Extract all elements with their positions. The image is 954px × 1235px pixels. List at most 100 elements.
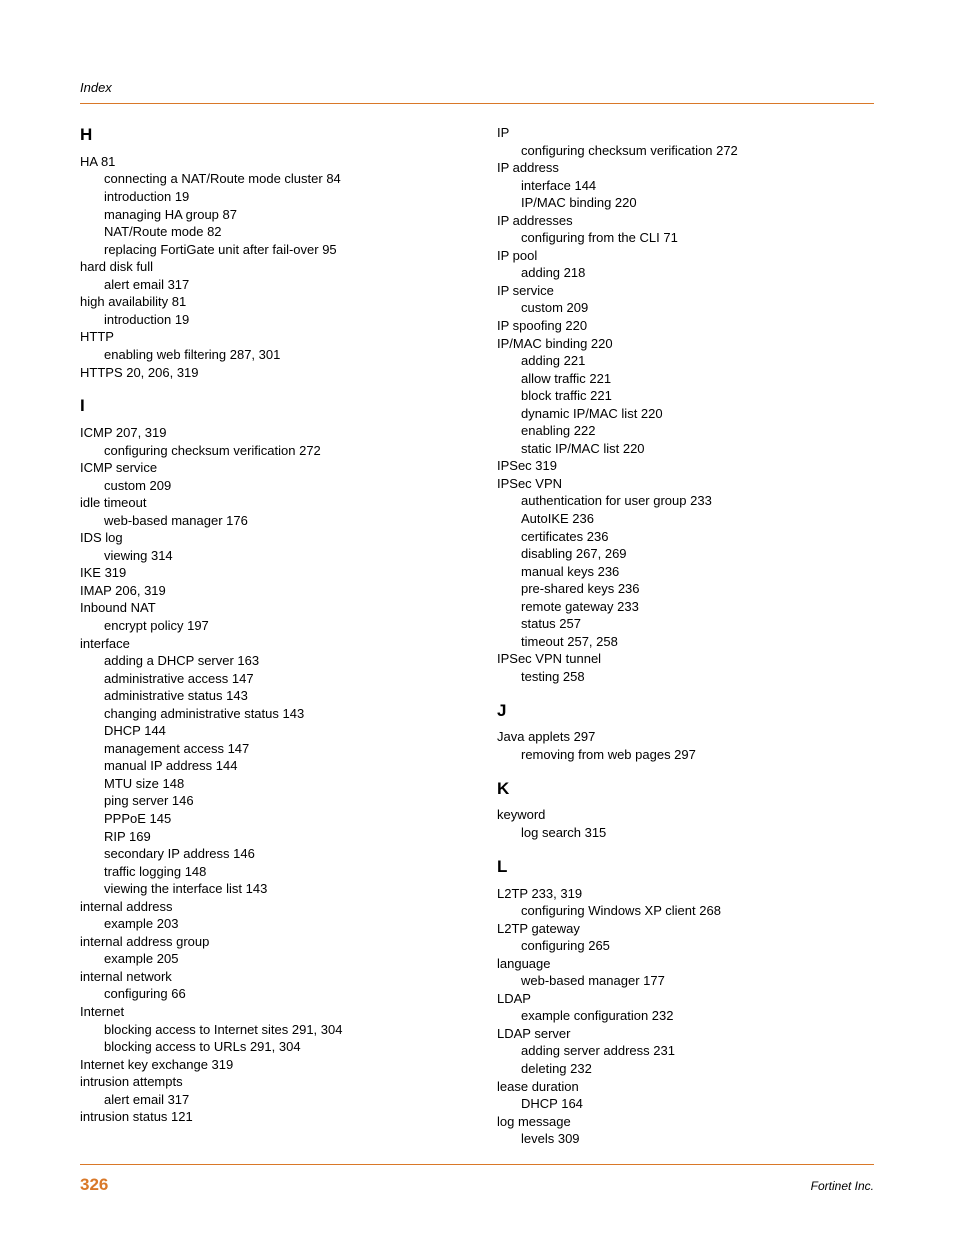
index-entry: HTTP [80,328,457,346]
section-letter-k: K [497,778,874,801]
index-sub: secondary IP address 146 [80,845,457,863]
page-footer: 326 Fortinet Inc. [80,1164,874,1195]
index-sub: configuring from the CLI 71 [497,229,874,247]
index-entry: keyword [497,806,874,824]
section-letter-l: L [497,856,874,879]
index-entry: ICMP 207, 319 [80,424,457,442]
index-sub: administrative access 147 [80,670,457,688]
index-sub: IP/MAC binding 220 [497,194,874,212]
index-sub: authentication for user group 233 [497,492,874,510]
index-sub: management access 147 [80,740,457,758]
index-entry: idle timeout [80,494,457,512]
index-sub: connecting a NAT/Route mode cluster 84 [80,170,457,188]
index-sub: deleting 232 [497,1060,874,1078]
index-entry: IKE 319 [80,564,457,582]
index-sub: example configuration 232 [497,1007,874,1025]
index-sub: introduction 19 [80,311,457,329]
index-entry: IP spoofing 220 [497,317,874,335]
index-sub: certificates 236 [497,528,874,546]
index-sub: configuring 66 [80,985,457,1003]
index-entry: internal address [80,898,457,916]
index-sub: DHCP 164 [497,1095,874,1113]
header-label: Index [80,80,874,95]
index-entry: IMAP 206, 319 [80,582,457,600]
index-sub: viewing 314 [80,547,457,565]
index-entry: Internet key exchange 319 [80,1056,457,1074]
index-columns: H HA 81 connecting a NAT/Route mode clus… [80,124,874,1148]
index-entry: IP addresses [497,212,874,230]
index-sub: ping server 146 [80,792,457,810]
index-sub: viewing the interface list 143 [80,880,457,898]
index-sub: testing 258 [497,668,874,686]
index-entry: intrusion status 121 [80,1108,457,1126]
index-sub: configuring checksum verification 272 [497,142,874,160]
index-sub: introduction 19 [80,188,457,206]
company-name: Fortinet Inc. [811,1179,874,1193]
index-sub: administrative status 143 [80,687,457,705]
footer-rule [80,1164,874,1165]
index-entry: IPSec 319 [497,457,874,475]
index-sub: NAT/Route mode 82 [80,223,457,241]
index-sub: web-based manager 176 [80,512,457,530]
index-entry: IP [497,124,874,142]
index-sub: RIP 169 [80,828,457,846]
index-sub: adding a DHCP server 163 [80,652,457,670]
index-entry: HA 81 [80,153,457,171]
index-sub: custom 209 [80,477,457,495]
index-entry: high availability 81 [80,293,457,311]
index-entry: IDS log [80,529,457,547]
index-entry: lease duration [497,1078,874,1096]
index-sub: allow traffic 221 [497,370,874,388]
index-sub: levels 309 [497,1130,874,1148]
index-entry: intrusion attempts [80,1073,457,1091]
index-sub: manual keys 236 [497,563,874,581]
index-entry: IPSec VPN [497,475,874,493]
footer-row: 326 Fortinet Inc. [80,1175,874,1195]
index-sub: adding server address 231 [497,1042,874,1060]
index-entry: internal address group [80,933,457,951]
index-entry: LDAP [497,990,874,1008]
index-entry: IPSec VPN tunnel [497,650,874,668]
index-entry: L2TP 233, 319 [497,885,874,903]
index-sub: MTU size 148 [80,775,457,793]
index-sub: timeout 257, 258 [497,633,874,651]
index-sub: example 203 [80,915,457,933]
index-sub: adding 218 [497,264,874,282]
index-entry: IP pool [497,247,874,265]
index-entry: ICMP service [80,459,457,477]
index-entry: language [497,955,874,973]
index-entry: IP service [497,282,874,300]
section-letter-h: H [80,124,457,147]
index-sub: blocking access to Internet sites 291, 3… [80,1021,457,1039]
index-sub: alert email 317 [80,276,457,294]
section-letter-j: J [497,700,874,723]
index-sub: managing HA group 87 [80,206,457,224]
index-sub: PPPoE 145 [80,810,457,828]
index-entry: HTTPS 20, 206, 319 [80,364,457,382]
index-sub: encrypt policy 197 [80,617,457,635]
index-sub: static IP/MAC list 220 [497,440,874,458]
index-sub: enabling web filtering 287, 301 [80,346,457,364]
right-column: IP configuring checksum verification 272… [497,124,874,1148]
index-entry: hard disk full [80,258,457,276]
page-number: 326 [80,1175,108,1195]
index-entry: internal network [80,968,457,986]
index-sub: web-based manager 177 [497,972,874,990]
index-sub: configuring 265 [497,937,874,955]
index-sub: alert email 317 [80,1091,457,1109]
index-sub: configuring checksum verification 272 [80,442,457,460]
index-entry: LDAP server [497,1025,874,1043]
index-sub: remote gateway 233 [497,598,874,616]
index-entry: interface [80,635,457,653]
index-sub: traffic logging 148 [80,863,457,881]
index-sub: status 257 [497,615,874,633]
index-sub: manual IP address 144 [80,757,457,775]
index-sub: DHCP 144 [80,722,457,740]
index-sub: log search 315 [497,824,874,842]
index-sub: changing administrative status 143 [80,705,457,723]
index-sub: enabling 222 [497,422,874,440]
left-column: H HA 81 connecting a NAT/Route mode clus… [80,124,457,1148]
index-entry: IP/MAC binding 220 [497,335,874,353]
index-entry: Java applets 297 [497,728,874,746]
index-sub: interface 144 [497,177,874,195]
